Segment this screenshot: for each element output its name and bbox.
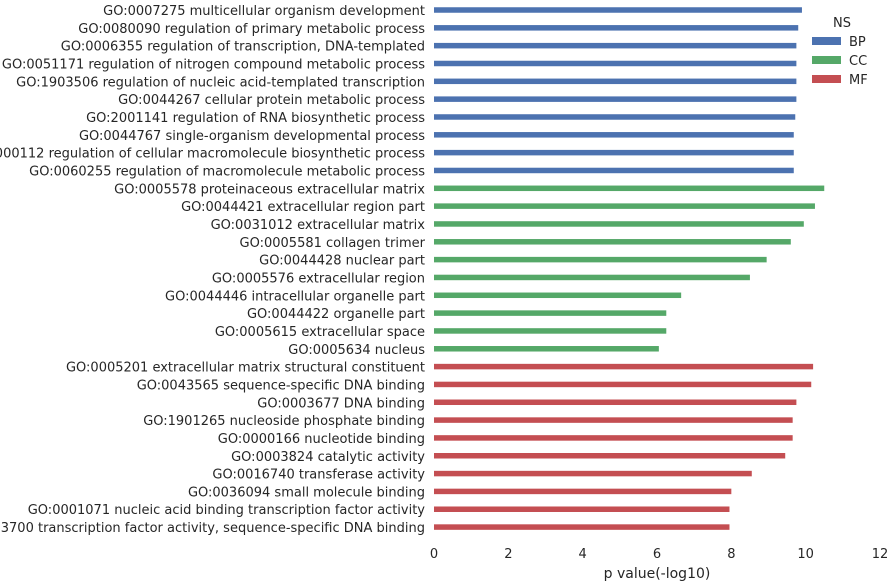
category-label: GO:0003677 DNA binding bbox=[257, 396, 425, 411]
legend: NS BP CC MF bbox=[812, 16, 868, 88]
category-label: GO:0003824 catalytic activity bbox=[231, 450, 425, 465]
x-tick-label: 2 bbox=[504, 547, 512, 562]
bar bbox=[434, 435, 793, 441]
x-tick-label: 12 bbox=[872, 547, 889, 562]
legend-swatch bbox=[812, 75, 841, 83]
x-tick-label: 0 bbox=[430, 547, 438, 562]
category-label: GO:0043565 sequence-specific DNA binding bbox=[137, 378, 425, 393]
bar bbox=[434, 96, 797, 102]
category-label: GO:2001141 regulation of RNA biosyntheti… bbox=[86, 111, 425, 126]
bars-group bbox=[434, 7, 825, 530]
bar bbox=[434, 274, 750, 281]
legend-title: NS bbox=[833, 16, 851, 31]
bar bbox=[434, 203, 815, 209]
category-label: GO:0005581 collagen trimer bbox=[240, 236, 426, 251]
category-label: GO:0044446 intracellular organelle part bbox=[165, 289, 425, 304]
bar bbox=[434, 185, 825, 192]
category-label: GO:0005615 extracellular space bbox=[215, 325, 425, 340]
category-label: GO:0036094 small molecule binding bbox=[188, 485, 425, 500]
category-label: GO:0005201 extracellular matrix structur… bbox=[66, 361, 425, 376]
category-label: GO:0001071 nucleic acid binding transcri… bbox=[28, 503, 426, 518]
bar bbox=[434, 328, 667, 334]
bar bbox=[434, 399, 797, 406]
bar bbox=[434, 78, 797, 85]
x-axis-label: p value(-log10) bbox=[604, 566, 711, 582]
x-tick-label: 6 bbox=[653, 547, 661, 562]
bar bbox=[434, 381, 812, 388]
bar bbox=[434, 256, 767, 263]
legend-swatch bbox=[812, 37, 841, 45]
legend-label: BP bbox=[849, 35, 866, 50]
category-label: GO:0007275 multicellular organism develo… bbox=[103, 4, 425, 19]
bar bbox=[434, 7, 802, 13]
category-label: GO:0005578 proteinaceous extracellular m… bbox=[114, 182, 425, 197]
category-label: GO:0044428 nuclear part bbox=[259, 254, 425, 269]
category-label: GO:1901265 nucleoside phosphate binding bbox=[143, 414, 425, 429]
x-tick-label: 10 bbox=[797, 547, 814, 562]
bar bbox=[434, 221, 804, 227]
category-label: GO:0044267 cellular protein metabolic pr… bbox=[118, 93, 425, 108]
category-label: GO:0044422 organelle part bbox=[247, 307, 425, 322]
category-label: GO:0016740 transferase activity bbox=[212, 468, 425, 483]
bar bbox=[434, 524, 730, 530]
bar bbox=[434, 310, 667, 316]
bar bbox=[434, 149, 794, 156]
bar bbox=[434, 239, 791, 245]
category-label: GO:0006355 regulation of transcription, … bbox=[61, 40, 425, 55]
legend-label: MF bbox=[849, 73, 868, 88]
bar bbox=[434, 346, 659, 352]
bar bbox=[434, 25, 799, 31]
category-label: GO:0060255 regulation of macromolecule m… bbox=[29, 164, 425, 179]
legend-swatch bbox=[812, 56, 841, 64]
x-tick-label: 8 bbox=[727, 547, 735, 562]
category-label: GO:0005634 nucleus bbox=[288, 343, 425, 358]
category-labels: GO:0007275 multicellular organism develo… bbox=[0, 4, 426, 536]
legend-label: CC bbox=[849, 54, 867, 69]
category-label: GO:0031012 extracellular matrix bbox=[211, 218, 426, 233]
bar bbox=[434, 114, 796, 120]
bar bbox=[434, 132, 794, 138]
bar bbox=[434, 453, 786, 459]
bar bbox=[434, 167, 794, 174]
category-label: GO:0005576 extracellular region bbox=[212, 271, 425, 286]
bar bbox=[434, 292, 682, 299]
bar bbox=[434, 417, 793, 423]
category-label: GO:0051171 regulation of nitrogen compou… bbox=[2, 57, 425, 72]
bar bbox=[434, 363, 814, 370]
category-label: GO:0080090 regulation of primary metabol… bbox=[78, 22, 425, 37]
category-label: GO:1903506 regulation of nucleic acid-te… bbox=[16, 75, 425, 90]
bar bbox=[434, 506, 730, 512]
category-label: GO:0044421 extracellular region part bbox=[181, 200, 425, 215]
x-tick-labels: 0 2 4 6 8 10 12 bbox=[430, 547, 888, 562]
category-label: GO:2000112 regulation of cellular macrom… bbox=[0, 147, 425, 162]
bar bbox=[434, 470, 752, 477]
category-label: GO:0044767 single-organism developmental… bbox=[79, 129, 425, 144]
bar bbox=[434, 488, 732, 495]
category-label: GO:0003700 transcription factor activity… bbox=[0, 521, 425, 536]
bar bbox=[434, 42, 797, 49]
legend-entries: BP CC MF bbox=[812, 35, 868, 88]
bar bbox=[434, 60, 797, 67]
category-label: GO:0000166 nucleotide binding bbox=[218, 432, 425, 447]
x-tick-label: 4 bbox=[579, 547, 587, 562]
